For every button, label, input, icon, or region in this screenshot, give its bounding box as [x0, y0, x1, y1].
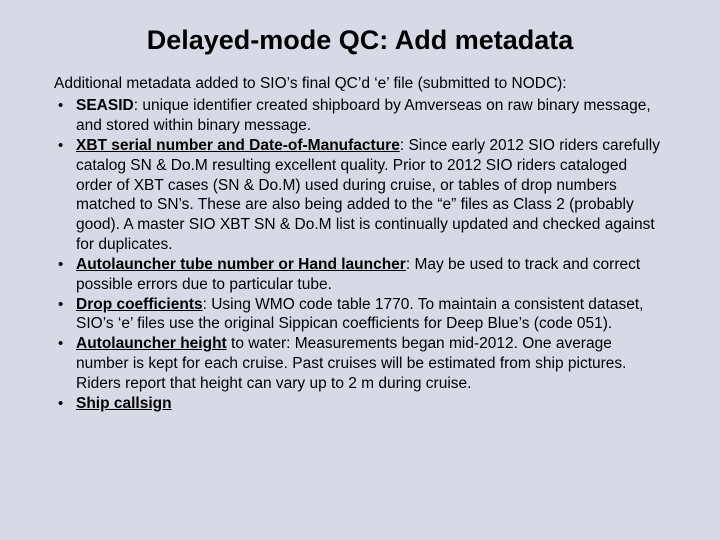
bullet-tail: : Since early 2012 SIO riders carefully … — [76, 137, 660, 253]
list-item: Autolauncher tube number or Hand launche… — [54, 255, 666, 295]
list-item: Ship callsign — [54, 394, 666, 414]
bullet-lead: SEASID — [76, 97, 134, 114]
slide: Delayed-mode QC: Add metadata Additional… — [0, 0, 720, 540]
list-item: Autolauncher height to water: Measuremen… — [54, 334, 666, 393]
bullet-lead: XBT serial number and Date-of-Manufactur… — [76, 137, 400, 154]
bullet-lead: Drop coefficients — [76, 296, 203, 313]
list-item: XBT serial number and Date-of-Manufactur… — [54, 136, 666, 255]
intro-paragraph: Additional metadata added to SIO’s final… — [54, 74, 666, 94]
list-item: Drop coefficients: Using WMO code table … — [54, 295, 666, 335]
bullet-tail: : unique identifier created shipboard by… — [76, 97, 651, 134]
bullet-lead: Ship callsign — [76, 395, 172, 412]
bullet-lead: Autolauncher height — [76, 335, 227, 352]
bullet-lead: Autolauncher tube number or Hand launche… — [76, 256, 406, 273]
bullet-list: SEASID: unique identifier created shipbo… — [54, 96, 666, 413]
list-item: SEASID: unique identifier created shipbo… — [54, 96, 666, 136]
slide-title: Delayed-mode QC: Add metadata — [54, 24, 666, 56]
